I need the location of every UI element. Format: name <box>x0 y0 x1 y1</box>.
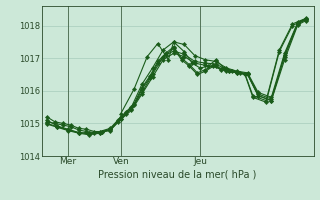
X-axis label: Pression niveau de la mer( hPa ): Pression niveau de la mer( hPa ) <box>99 169 257 179</box>
